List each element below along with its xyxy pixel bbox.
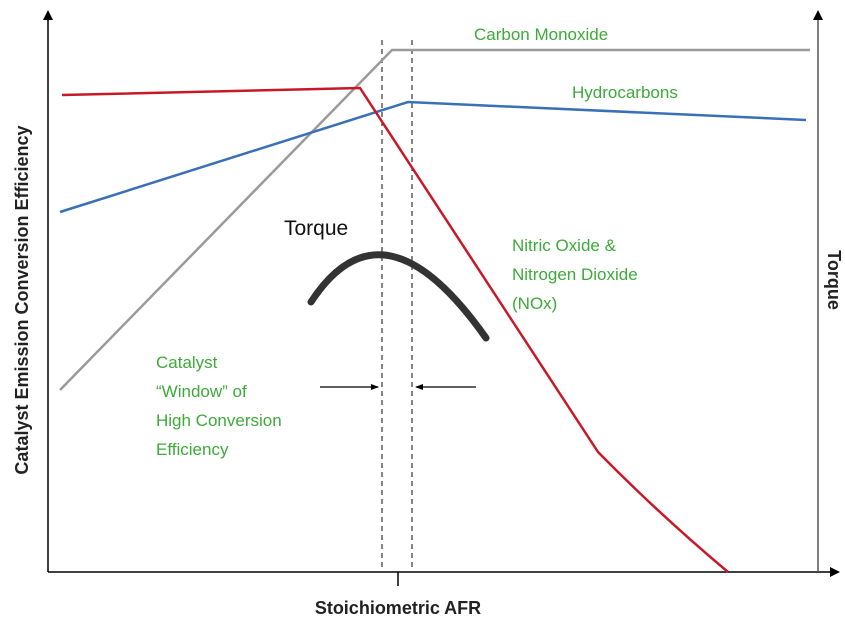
y-axis-label: Catalyst Emission Conversion Efficiency <box>12 125 32 474</box>
window-label: Efficiency <box>156 440 229 459</box>
torque-label: Torque <box>284 217 348 240</box>
window-label: High Conversion <box>156 411 282 430</box>
window-label: Catalyst <box>156 353 218 372</box>
torque-curve <box>307 251 490 342</box>
nox-label: Nitrogen Dioxide <box>512 265 638 284</box>
x-axis-label: Stoichiometric AFR <box>315 598 481 618</box>
window-label: “Window” of <box>156 382 247 401</box>
co-label: Carbon Monoxide <box>474 25 608 44</box>
nox-curve <box>61 86 729 573</box>
nox-label: Nitric Oxide & <box>512 236 617 255</box>
y2-axis-label: Torque <box>824 250 844 310</box>
hc-label: Hydrocarbons <box>572 83 678 102</box>
co-curve <box>59 48 810 391</box>
hc-curve <box>59 100 807 214</box>
nox-label: (NOx) <box>512 294 557 313</box>
